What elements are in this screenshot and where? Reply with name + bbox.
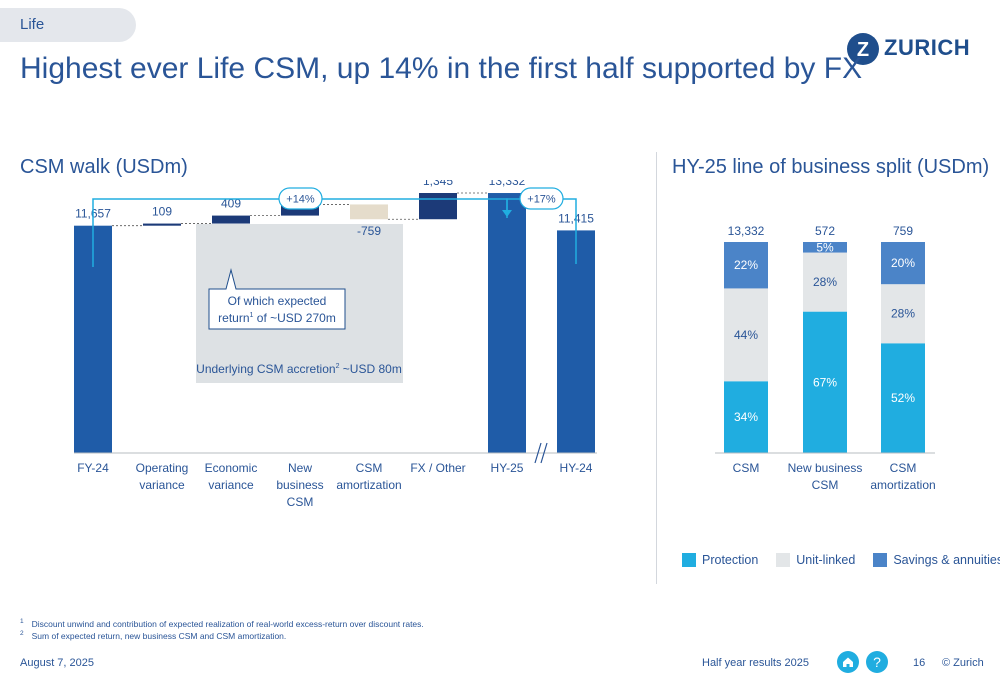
total-label: 759	[893, 224, 913, 238]
callout-text-line2: return1 of ~USD 270m	[218, 311, 336, 325]
segment-unit-linked	[803, 252, 847, 312]
bar-4	[350, 204, 388, 220]
category-label: HY-24	[560, 461, 593, 475]
value-label: -759	[357, 224, 381, 238]
logo-letter: Z	[857, 39, 869, 61]
segment-label: 34%	[734, 410, 758, 424]
category-label: New	[288, 461, 312, 475]
category-label: Operating	[136, 461, 189, 475]
growth-pill-half	[278, 187, 323, 210]
footer-doc-title: Half year results 2025	[702, 657, 809, 669]
walk-title: CSM walk (USDm)	[20, 156, 188, 178]
segment-unit-linked	[724, 288, 768, 382]
category-label: Economic	[205, 461, 258, 475]
segment-label: 20%	[891, 256, 915, 270]
segment-label: 22%	[734, 258, 758, 272]
segment-label: 52%	[891, 391, 915, 405]
bar-6	[488, 193, 526, 453]
home-button[interactable]	[837, 651, 859, 673]
total-label: 572	[815, 224, 835, 238]
segment-protection	[803, 311, 847, 453]
legend-swatch-savings	[873, 553, 888, 567]
help-button[interactable]: ?	[866, 651, 888, 673]
segment-savings-annuities	[803, 242, 847, 253]
segment-label: 67%	[813, 375, 837, 389]
category-label: FY-24	[77, 461, 109, 475]
expected-return-callout	[208, 268, 346, 330]
segment-protection	[724, 381, 768, 453]
callout-text-line1: Of which expected	[228, 294, 327, 308]
footnote-2-text: Sum of expected return, new business CSM…	[31, 630, 287, 641]
footer-date: August 7, 2025	[20, 657, 95, 669]
total-label: 13,332	[728, 224, 765, 238]
category-label: CSM	[890, 461, 917, 475]
segment-unit-linked	[881, 284, 925, 344]
segment-label: 5%	[816, 240, 834, 254]
segment-label: 28%	[891, 307, 915, 321]
segment-protection	[881, 343, 925, 453]
category-label: CSM	[287, 495, 314, 509]
value-label: 409	[221, 197, 241, 211]
page-title: Highest ever Life CSM, up 14% in the fir…	[20, 52, 863, 85]
growth-pill-year	[519, 187, 564, 210]
legend: Protection Unit-linked Savings & annuiti…	[682, 553, 1000, 567]
value-label: 109	[152, 205, 172, 219]
bar-3	[281, 204, 319, 216]
footnote-2: 2 Sum of expected return, new business CS…	[20, 630, 286, 641]
category-label: HY-25	[491, 461, 524, 475]
footer-copyright: © Zurich	[942, 657, 984, 669]
home-icon	[843, 657, 853, 667]
segment-label: 28%	[813, 275, 837, 289]
category-label: FX / Other	[410, 461, 465, 475]
lob-split-chart: 34% 44% 22% 13,332 67% 28% 5% 572 52% 28% 20% 759 CS…	[715, 224, 936, 492]
footnote-1-text: Discount unwind and contribution of expe…	[31, 618, 424, 629]
category-label: New business	[788, 461, 863, 475]
legend-item-savings: Savings & annuities	[873, 553, 1000, 567]
zurich-logo-icon: Z	[847, 33, 879, 65]
category-label: CSM	[733, 461, 760, 475]
bar-5	[419, 193, 457, 220]
split-title: HY-25 line of business split (USDm)	[672, 156, 990, 178]
legend-swatch-unit-linked	[776, 553, 791, 567]
category-label: CSM	[812, 478, 839, 492]
section-tag: Life	[0, 8, 136, 42]
bar-7	[557, 230, 595, 453]
bar-2	[212, 215, 250, 224]
legend-label-protection: Protection	[702, 553, 759, 567]
growth-pill-half-text: +14%	[286, 194, 315, 206]
category-label: amortization	[336, 478, 401, 492]
category-label: CSM	[356, 461, 383, 475]
legend-item-protection: Protection	[682, 553, 758, 567]
segment-savings-annuities	[881, 242, 925, 285]
legend-label-savings: Savings & annuities	[893, 553, 1000, 567]
category-label: business	[276, 478, 323, 492]
axis-break-mark	[540, 442, 548, 464]
svg-text:?: ?	[873, 654, 881, 670]
footnote-1-num: 1	[20, 618, 24, 625]
category-label: variance	[139, 478, 185, 492]
section-divider	[656, 152, 657, 584]
segment-label: 44%	[734, 328, 758, 342]
legend-label-unit-linked: Unit-linked	[796, 553, 856, 567]
csm-walk-chart: 11,657109409572-7591,34513,33211,415FY-2…	[74, 180, 597, 509]
question-icon: ?	[873, 654, 881, 670]
category-label: amortization	[870, 478, 935, 492]
value-label: 13,332	[489, 180, 526, 188]
category-label: variance	[208, 478, 254, 492]
segment-savings-annuities	[724, 242, 768, 289]
bar-1	[143, 223, 181, 226]
page-number: 16	[913, 657, 926, 669]
footnote-2-num: 2	[20, 630, 24, 637]
growth-pill-year-text: +17%	[527, 194, 556, 206]
axis-break-mark	[534, 442, 542, 464]
accretion-label: Underlying CSM accretion2 ~USD 80m	[196, 362, 402, 376]
zurich-logo: Z ZURICH	[846, 32, 981, 68]
value-label: 1,345	[423, 180, 453, 188]
footnote-1: 1 Discount unwind and contribution of exp…	[20, 618, 424, 629]
logo-text: ZURICH	[884, 35, 971, 60]
legend-item-unit-linked: Unit-linked	[776, 553, 855, 567]
legend-swatch-protection	[682, 553, 696, 567]
